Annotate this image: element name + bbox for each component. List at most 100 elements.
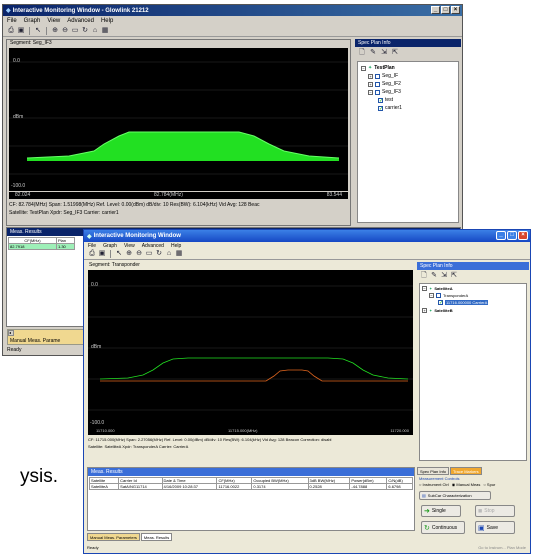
menu-view[interactable]: View [47, 17, 61, 24]
measurement-controls-panel: Spec Plan Info Trace Markers Measurement… [417, 467, 529, 541]
tree-node-test[interactable]: ✓ test [378, 97, 394, 104]
grid-icon[interactable]: ▦ [175, 250, 183, 257]
menu-bar: File Graph View Advanced Help [3, 16, 462, 25]
menu-advanced[interactable]: Advanced [67, 17, 94, 24]
radio-instrument-ctrl[interactable]: ○ Instrument Ctrl [419, 482, 449, 487]
minimize-button[interactable]: _ [431, 6, 440, 14]
spectrum-plot[interactable]: 0.0 dBm -100.0 [9, 48, 348, 191]
window-title-bar[interactable]: ◆ Interactive Monitoring Window _ □ × [84, 230, 530, 242]
export-plan-icon[interactable]: ⇱ [392, 49, 398, 56]
menu-view[interactable]: View [123, 242, 135, 249]
grid-lines [9, 61, 348, 175]
spectrum-svg [9, 61, 348, 175]
menu-file[interactable]: File [88, 242, 97, 249]
spec-plan-header: Spec Plan Info [417, 262, 529, 270]
window-primary: ◆ Interactive Monitoring Window - Glowli… [2, 4, 463, 356]
tree-node-carrier1[interactable]: ✓ carrier1 [378, 105, 402, 112]
tree-node-transponder-a[interactable]: − TransponderA [429, 293, 469, 298]
tab-meas-results[interactable]: Meas. Results [140, 533, 173, 541]
save-icon[interactable]: ▣ [17, 26, 25, 34]
window-title-bar[interactable]: ◆ Interactive Monitoring Window - Glowli… [3, 5, 462, 16]
graph-panel: Segment: Transponder 0.0 dBm -100.0 1171… [87, 262, 414, 459]
maximize-button[interactable]: □ [441, 6, 450, 14]
tree-node-carrier-a[interactable]: ✓ 11716.000000 CarrierA [438, 300, 489, 306]
zoom-out-icon[interactable]: ⊖ [62, 26, 68, 34]
spec-plan-toolbar: 🗋 ✎ ⇲ ⇱ [355, 47, 461, 59]
cursor-icon[interactable]: ↖ [35, 26, 41, 34]
export-plan-icon[interactable]: ⇱ [451, 272, 457, 279]
cursor-icon[interactable]: ↖ [116, 250, 122, 257]
tab-spec-plan-info[interactable]: Spec Plan Info [417, 467, 450, 475]
save-button[interactable]: ▣ Save [475, 521, 515, 534]
zoom-in-icon[interactable]: ⊕ [52, 26, 58, 34]
tab-manual-meas-params[interactable]: Manual Meas. Parame [10, 338, 61, 344]
tab-manual-meas-params[interactable]: Manual Meas. Parameters [87, 533, 140, 541]
x-axis-right-label: 11720.000 [390, 428, 409, 433]
table-row[interactable]: 82.7918 1.30 [8, 243, 75, 250]
caption-fragment: ysis. [20, 466, 58, 487]
import-plan-icon[interactable]: ⇲ [381, 49, 387, 56]
new-plan-icon[interactable]: 🗋 [359, 49, 365, 56]
home-icon[interactable]: ⌂ [166, 250, 172, 257]
radio-manual-meas[interactable]: ◉ Manual Meas [451, 482, 481, 487]
stop-icon: ■ [478, 507, 483, 515]
menu-help[interactable]: Help [170, 242, 182, 249]
meas-results-table: CF(MHz) Plan 82.7918 1.30 [8, 237, 75, 250]
edit-plan-icon[interactable]: ✎ [431, 272, 437, 279]
x-axis-center-label: 11715.000(MHz) [228, 428, 258, 433]
new-plan-icon[interactable]: 🗋 [421, 272, 427, 279]
spectrum-svg [88, 285, 413, 411]
app-icon: ◆ [6, 8, 11, 14]
minimize-button[interactable]: _ [496, 231, 506, 240]
y-axis-unit-label: dBm [91, 344, 102, 350]
tree-node-satellite-b[interactable]: + ✦ SatelliteB [422, 308, 453, 313]
x-axis-center-label: 82.784(MHz) [154, 192, 183, 198]
menu-file[interactable]: File [7, 17, 17, 24]
radio-spur[interactable]: ○ Spur [483, 482, 496, 487]
subcarrier-characterization-button[interactable]: ▤ SubCar Characterization [419, 491, 491, 500]
maximize-button[interactable]: □ [507, 231, 517, 240]
table-row[interactable]: SatelliteA SatA\NG11714 4/16/2009 10:28:… [88, 483, 413, 490]
grid-icon[interactable]: ▦ [101, 26, 109, 34]
menu-graph[interactable]: Graph [23, 17, 41, 24]
tree-node-satellite-a[interactable]: − ✦ SatelliteA [422, 286, 453, 291]
close-button[interactable]: × [518, 231, 528, 240]
zoom-box-icon[interactable]: ▭ [71, 26, 79, 34]
meas-results-panel: Meas. Results Satellite Carrier Id Date … [87, 467, 415, 531]
y-axis-top-label: 0.0 [13, 58, 20, 64]
print-icon[interactable]: ⎙ [8, 26, 14, 34]
menu-bar: File Graph View Advanced Help [84, 242, 530, 249]
subcarrier-icon: ▤ [422, 493, 426, 498]
tree-node-seg-if[interactable]: + Seg_IF [368, 73, 399, 79]
refresh-icon[interactable]: ↻ [82, 26, 88, 34]
continuous-button[interactable]: ↻ Continuous [421, 521, 465, 534]
cell-power: -44.7888 [349, 483, 388, 490]
tab-trace-markers[interactable]: Trace Markers [450, 467, 482, 475]
y-axis-bottom-label: -100.0 [90, 420, 105, 426]
edit-plan-icon[interactable]: ✎ [370, 49, 376, 56]
home-icon[interactable]: ⌂ [92, 26, 98, 34]
import-plan-icon[interactable]: ⇲ [441, 272, 447, 279]
zoom-out-icon[interactable]: ⊖ [136, 250, 142, 257]
x-axis-left-label: 82.024 [15, 192, 31, 198]
graph-status-line-2: Satellite: SatelliteA Xpdr: TransponderA… [88, 444, 189, 449]
save-icon: ▣ [478, 524, 485, 532]
menu-help[interactable]: Help [100, 17, 114, 24]
spectrum-plot[interactable]: 0.0 dBm -100.0 [88, 270, 413, 428]
save-icon[interactable]: ▣ [98, 250, 106, 257]
single-button[interactable]: ➜ Single [421, 505, 461, 517]
close-button[interactable]: × [451, 6, 460, 14]
cell-occupied-bw: 0.3174 [251, 483, 309, 490]
satellite-icon: ✦ [429, 286, 433, 291]
scroll-left-button[interactable]: ◂ [8, 330, 14, 336]
menu-advanced[interactable]: Advanced [141, 242, 164, 249]
print-icon[interactable]: ⎙ [89, 250, 95, 257]
stop-button[interactable]: ■ Stop [475, 505, 515, 517]
zoom-box-icon[interactable]: ▭ [145, 250, 153, 257]
tree-node-seg-if3[interactable]: − Seg_IF3 [368, 89, 401, 95]
menu-graph[interactable]: Graph [103, 242, 117, 249]
zoom-in-icon[interactable]: ⊕ [126, 250, 132, 257]
tree-node-seg-if2[interactable]: + Seg_IF2 [368, 81, 401, 87]
refresh-icon[interactable]: ↻ [156, 250, 162, 257]
tree-node-testplan[interactable]: − ✦ TestPlan [361, 65, 395, 71]
